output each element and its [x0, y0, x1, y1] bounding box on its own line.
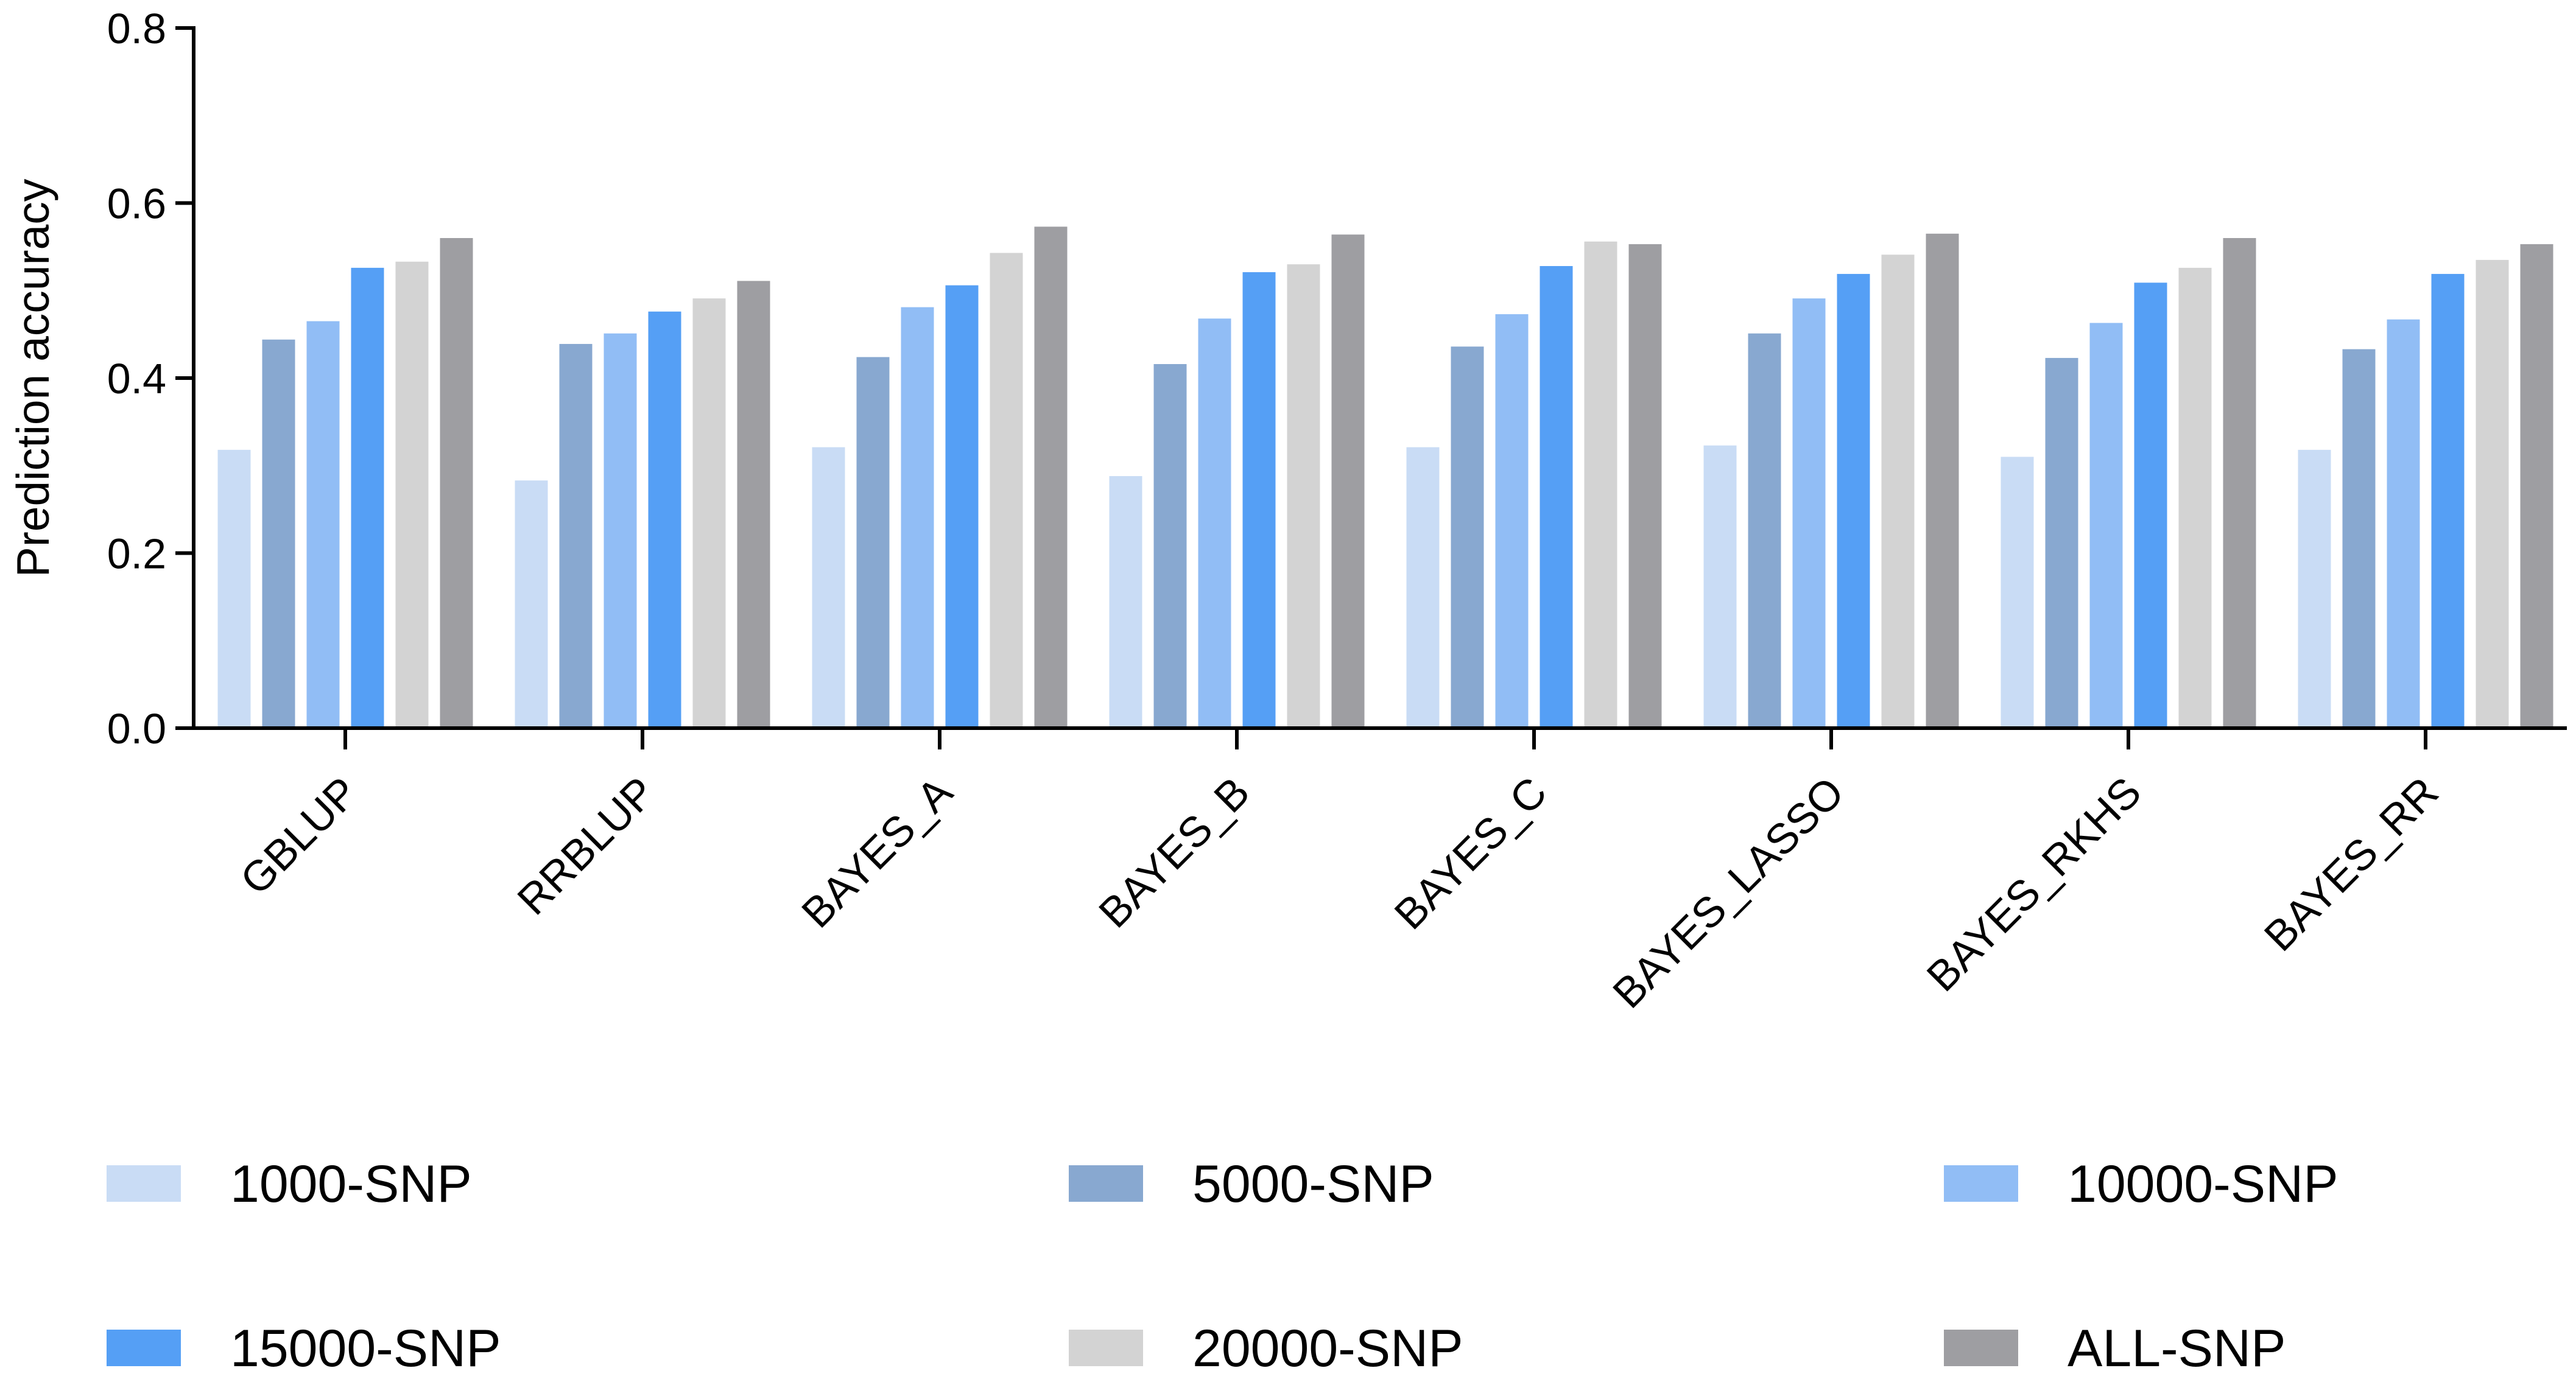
bar — [856, 357, 890, 728]
legend-label: 1000-SNP — [230, 1155, 472, 1213]
x-tick-label: BAYES_LASSO — [1603, 768, 1853, 1017]
bar — [1792, 298, 1826, 728]
x-tick-label: BAYES_RR — [2255, 768, 2448, 960]
bar — [2387, 319, 2420, 728]
bar — [1540, 266, 1573, 728]
bar — [440, 238, 473, 728]
bar — [990, 253, 1023, 728]
x-tick-label: RRBLUP — [509, 768, 664, 924]
legend-label: ALL-SNP — [2067, 1319, 2286, 1378]
bar — [1287, 264, 1320, 728]
bar — [1451, 346, 1484, 728]
bar — [1034, 226, 1068, 728]
bar — [737, 281, 770, 728]
legend-swatch — [1069, 1165, 1143, 1202]
bar — [217, 449, 251, 728]
bar — [1926, 233, 1959, 728]
legend-label: 10000-SNP — [2067, 1155, 2338, 1213]
bar — [1331, 234, 1365, 728]
bar — [1748, 333, 1781, 728]
bar — [692, 298, 726, 728]
x-tick-label: BAYES_B — [1090, 768, 1259, 936]
x-tick-label: GBLUP — [231, 768, 367, 903]
legend-label: 15000-SNP — [230, 1319, 501, 1378]
bar — [2298, 449, 2331, 728]
bar — [2178, 267, 2212, 728]
bar — [1198, 318, 1231, 728]
bar — [1881, 254, 1915, 728]
bar — [2342, 349, 2376, 728]
bar — [559, 343, 593, 728]
legend-label: 20000-SNP — [1192, 1319, 1463, 1378]
bar — [2223, 238, 2256, 728]
y-tick-label: 0.6 — [107, 180, 166, 228]
bar — [1628, 244, 1662, 728]
bar — [2001, 457, 2034, 728]
bar — [648, 311, 681, 728]
bar — [1703, 445, 1737, 728]
y-tick-label: 0.8 — [107, 5, 166, 52]
bar — [515, 480, 548, 728]
y-tick-label: 0.2 — [107, 530, 166, 578]
bar — [351, 267, 384, 728]
legend-swatch — [1069, 1330, 1143, 1366]
bar — [945, 285, 979, 728]
legend-swatch — [107, 1165, 181, 1202]
bar — [2134, 282, 2167, 728]
bar — [604, 333, 637, 728]
legend-swatch — [107, 1330, 181, 1366]
bar — [1406, 447, 1440, 728]
legend-label: 5000-SNP — [1192, 1155, 1434, 1213]
bar — [2089, 323, 2123, 728]
bar — [262, 339, 295, 728]
bar — [1242, 272, 1276, 728]
bar — [901, 307, 934, 728]
bar — [306, 321, 340, 728]
y-tick-label: 0.0 — [107, 705, 166, 752]
x-tick-label: BAYES_A — [793, 768, 962, 936]
bar — [1495, 314, 1529, 728]
x-tick-label: BAYES_C — [1385, 768, 1556, 938]
legend-swatch — [1944, 1330, 2018, 1366]
y-axis-label: Prediction accuracy — [7, 178, 58, 577]
bar — [1837, 273, 1870, 728]
bar — [1153, 364, 1187, 728]
bar — [2431, 273, 2465, 728]
bar — [2045, 357, 2078, 728]
bar — [2476, 259, 2509, 728]
legend-swatch — [1944, 1165, 2018, 1202]
bar — [1584, 241, 1617, 728]
bar — [395, 261, 429, 728]
bar — [2520, 244, 2553, 728]
bar — [812, 447, 845, 728]
bar — [1109, 476, 1142, 728]
y-tick-label: 0.4 — [107, 355, 166, 402]
x-tick-label: BAYES_RKHS — [1918, 768, 2150, 1000]
